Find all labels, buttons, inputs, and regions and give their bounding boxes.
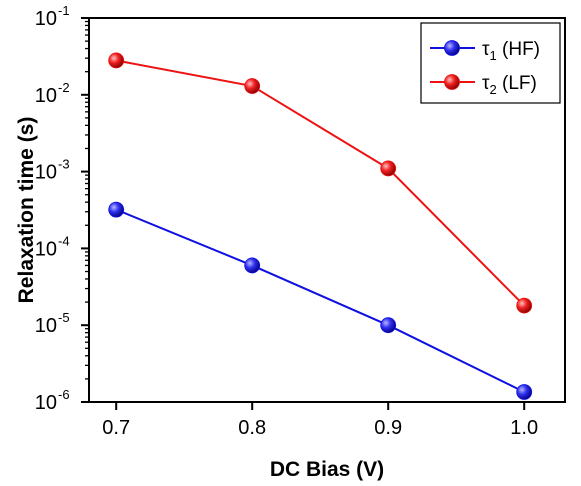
series-line-2 [116,59,525,307]
y-tick-exponent: -5 [58,310,70,325]
legend: τ1 (HF) τ2 (LF) [420,22,561,104]
data-series [108,52,533,400]
legend-label-2: τ2 (LF) [482,73,537,97]
y-tick-label: 10 [35,85,57,107]
legend-marker-1 [444,40,460,56]
y-tick-exponent: -4 [58,233,70,248]
y-tick-label: 10 [35,162,57,184]
data-point-series-1 [380,317,397,334]
x-tick-label: 0.8 [238,417,266,439]
data-point-series-2 [516,297,533,314]
data-point-series-2 [244,78,261,94]
data-point-series-1 [516,384,533,400]
y-tick-label: 10 [35,238,57,260]
data-point-series-1 [108,201,125,218]
legend-label-1: τ1 (HF) [482,39,540,63]
data-point-series-1 [244,257,261,274]
x-tick-label: 0.7 [102,417,130,439]
y-tick-exponent: -2 [58,80,70,95]
x-tick-label: 0.9 [374,417,402,439]
y-tick-label: 10 [35,392,57,414]
data-point-series-2 [108,52,125,69]
x-tick-label: 1.0 [510,417,538,439]
plot-frame [88,17,566,403]
x-axis-title: DC Bias (V) [270,458,384,481]
y-tick-label: 10 [35,8,57,30]
y-tick-exponent: -3 [58,157,70,172]
y-axis-title: Relaxation time (s) [15,117,38,304]
x-axis-ticks: 0.7 0.8 0.9 1.0 [102,402,538,439]
legend-box [420,22,561,104]
y-tick-exponent: -1 [58,3,70,18]
y-tick-exponent: -6 [58,387,70,402]
series-line-1 [115,208,525,393]
y-tick-label: 10 [35,315,57,337]
legend-marker-2 [444,74,460,90]
data-point-series-2 [380,160,397,177]
y-axis-ticks: 10-610-510-410-310-210-1 [35,3,89,414]
